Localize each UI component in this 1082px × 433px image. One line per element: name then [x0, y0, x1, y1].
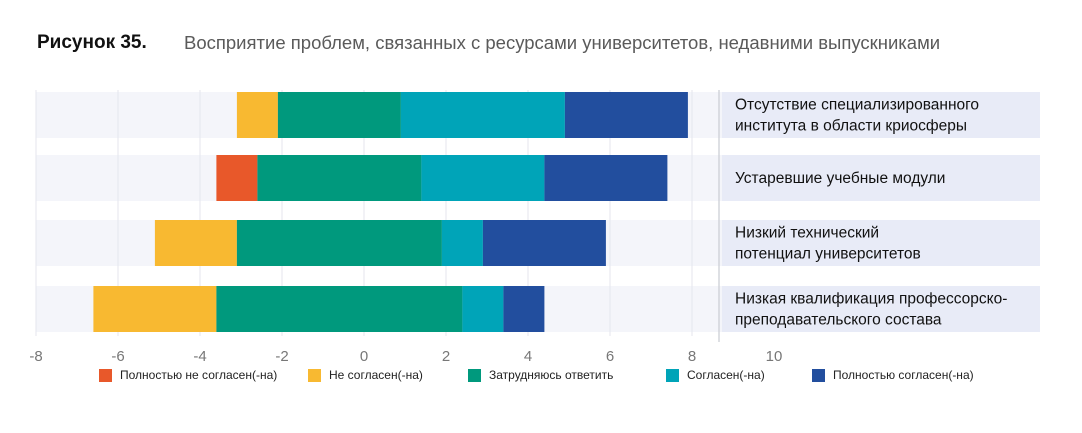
- legend-label: Полностью согласен(-на): [833, 368, 974, 382]
- legend-swatch: [308, 368, 321, 382]
- x-tick-label: -2: [275, 348, 288, 365]
- bar-neutral: [257, 155, 422, 201]
- legend-swatch: [666, 368, 679, 382]
- label-background: [722, 155, 1040, 201]
- legend-label: Полностью не согласен(-на): [120, 368, 278, 382]
- x-tick-label: 8: [688, 348, 696, 365]
- bar-strongly_agree: [503, 286, 545, 332]
- category-label: Отсутствие специализированного: [735, 97, 979, 114]
- bar-strongly_disagree: [216, 155, 258, 201]
- bar-neutral: [236, 220, 442, 266]
- x-tick-label: -8: [29, 348, 42, 365]
- category-label: института в области криосферы: [735, 118, 967, 135]
- label-background: [722, 286, 1040, 332]
- category-label: Устаревшие учебные модули: [735, 170, 945, 187]
- category-label: потенциал университетов: [735, 246, 921, 263]
- bar-disagree: [93, 286, 217, 332]
- legend-swatch: [468, 368, 481, 382]
- bar-neutral: [216, 286, 463, 332]
- x-axis-ticks: -8 -6 -4 -2 0 2 4 6 8 10: [29, 348, 782, 365]
- bar-strongly_agree: [544, 155, 668, 201]
- bars: [93, 92, 688, 332]
- category-label: Низкая квалификация профессорско-: [735, 291, 1007, 308]
- x-tick-label: 10: [766, 348, 783, 365]
- chart-title: Восприятие проблем, связанных с ресурсам…: [184, 32, 941, 53]
- x-tick-label: 2: [442, 348, 450, 365]
- legend-label: Согласен(-на): [687, 368, 765, 382]
- x-tick-label: 6: [606, 348, 614, 365]
- legend: Полностью не согласен(-на) Не согласен(-н…: [0, 368, 1082, 390]
- label-background: [722, 220, 1040, 266]
- legend-item: Согласен(-на): [666, 368, 765, 382]
- x-tick-label: 4: [524, 348, 532, 365]
- legend-item: Затрудняюсь ответить: [468, 368, 613, 382]
- legend-item: Не согласен(-на): [308, 368, 423, 382]
- bar-strongly_agree: [482, 220, 606, 266]
- legend-swatch: [99, 368, 112, 382]
- x-tick-label: -6: [111, 348, 124, 365]
- category-label: Низкий технический: [735, 225, 879, 242]
- category-label: преподавательского состава: [735, 312, 942, 329]
- bar-agree: [441, 220, 483, 266]
- x-tick-label: 0: [360, 348, 368, 365]
- bar-neutral: [277, 92, 401, 138]
- label-background: [722, 92, 1040, 138]
- bar-agree: [421, 155, 545, 201]
- bar-strongly_agree: [564, 92, 688, 138]
- legend-item: Полностью согласен(-на): [812, 368, 974, 382]
- legend-swatch: [812, 368, 825, 382]
- legend-label: Затрудняюсь ответить: [489, 368, 614, 382]
- bar-disagree: [236, 92, 278, 138]
- legend-item: Полностью не согласен(-на): [99, 368, 277, 382]
- bar-disagree: [154, 220, 237, 266]
- x-tick-label: -4: [193, 348, 206, 365]
- figure-label: Рисунок 35.: [37, 32, 147, 53]
- category-labels: Отсутствие специализированного института …: [735, 97, 1007, 329]
- bar-agree: [462, 286, 504, 332]
- bar-agree: [400, 92, 565, 138]
- legend-label: Не согласен(-на): [329, 368, 423, 382]
